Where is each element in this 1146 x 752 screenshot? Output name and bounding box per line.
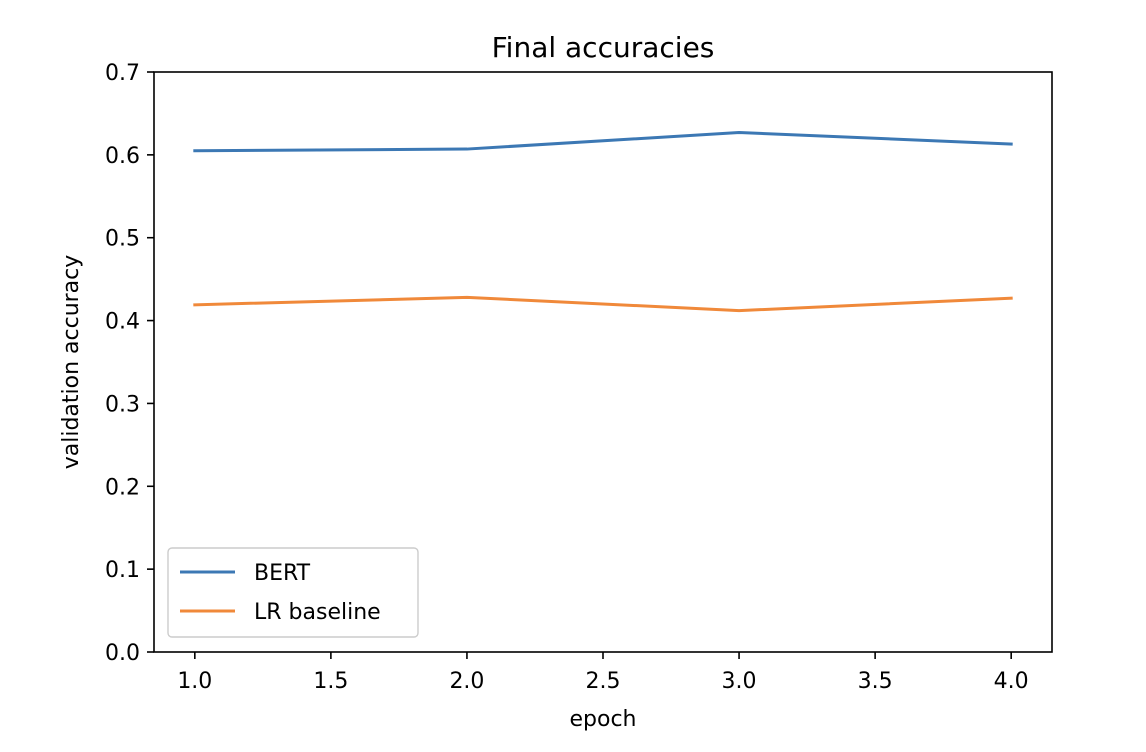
legend-label-lr-baseline: LR baseline (254, 600, 381, 625)
x-axis-label: epoch (570, 707, 637, 732)
y-axis-label: validation accuracy (59, 255, 84, 470)
series-line-lr-baseline (193, 295, 1013, 313)
y-tick-label: 0.7 (105, 61, 140, 86)
legend-box (167, 547, 419, 638)
x-tick-label: 2.5 (586, 669, 621, 694)
series-line-bert (193, 130, 1013, 153)
x-tick-label: 3.5 (858, 669, 893, 694)
chart-title: Final accuracies (492, 31, 715, 64)
legend: BERT LR baseline (167, 547, 419, 638)
x-tick-label: 3.0 (722, 669, 757, 694)
x-tick-label: 1.5 (313, 669, 348, 694)
series-layer (193, 130, 1013, 313)
y-tick-label: 0.3 (105, 392, 140, 417)
legend-label-bert: BERT (254, 561, 311, 586)
x-tick-label: 1.0 (177, 669, 212, 694)
y-axis: 0.0 0.1 0.2 0.3 0.4 0.5 0.6 0.7 (105, 61, 154, 666)
y-tick-label: 0.4 (105, 310, 140, 335)
x-tick-label: 2.0 (449, 669, 484, 694)
y-tick-label: 0.6 (105, 144, 140, 169)
y-tick-label: 0.5 (105, 227, 140, 252)
y-tick-label: 0.1 (105, 558, 140, 583)
x-tick-label: 4.0 (994, 669, 1029, 694)
y-tick-label: 0.0 (105, 641, 140, 666)
x-axis: 1.0 1.5 2.0 2.5 3.0 3.5 4.0 (177, 652, 1029, 694)
y-tick-label: 0.2 (105, 475, 140, 500)
